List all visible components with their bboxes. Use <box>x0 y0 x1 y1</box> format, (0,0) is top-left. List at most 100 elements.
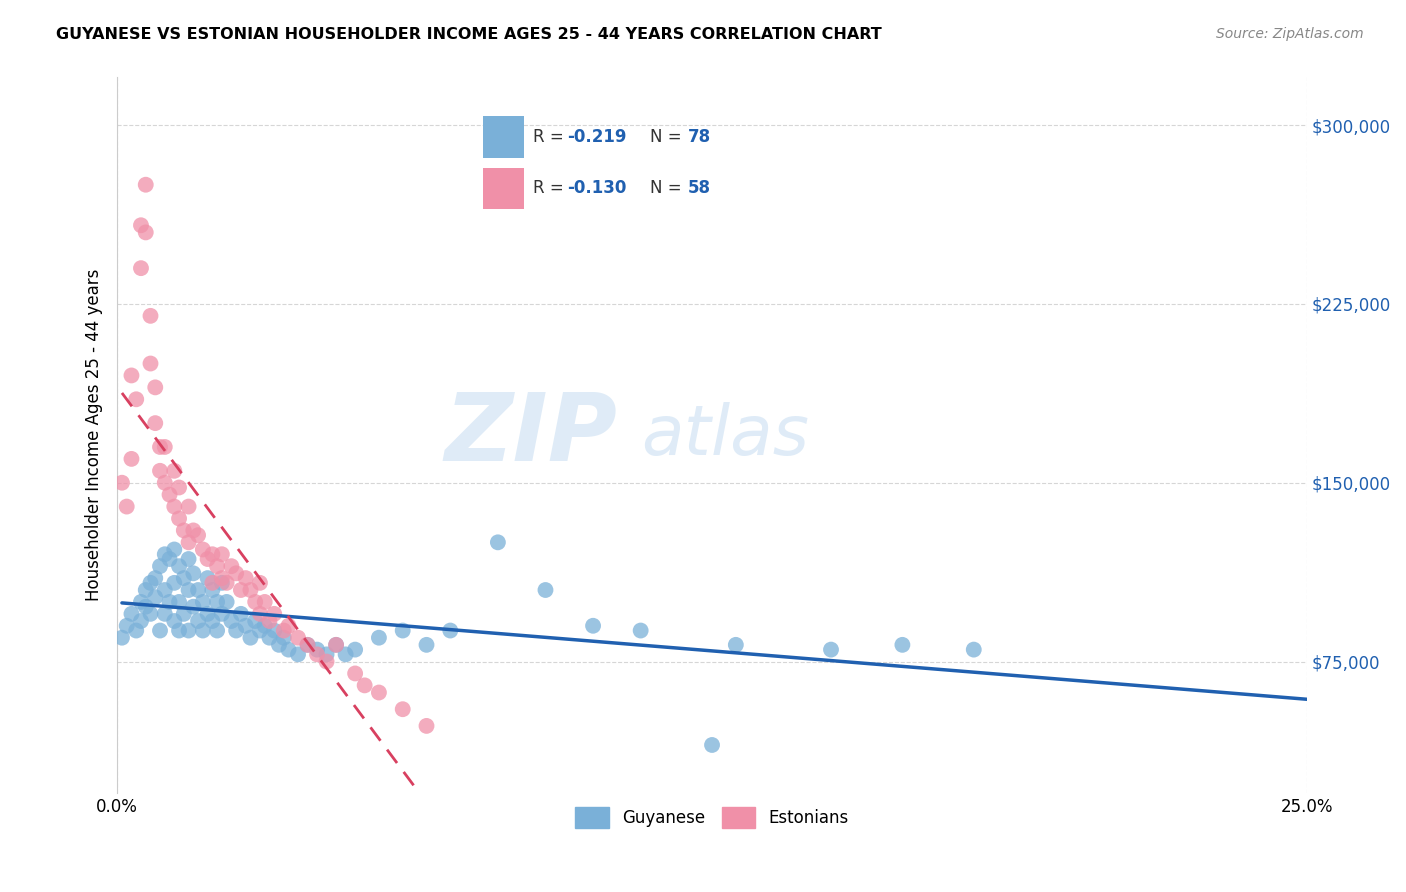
Point <box>239 631 262 645</box>
Point <box>167 624 190 638</box>
Point <box>820 642 842 657</box>
Point <box>197 571 219 585</box>
Point <box>191 595 214 609</box>
Point <box>415 638 437 652</box>
Point <box>153 607 176 621</box>
Point <box>249 575 271 590</box>
Point <box>135 178 157 192</box>
Point <box>135 599 157 614</box>
Point <box>315 648 337 662</box>
Point <box>129 219 152 233</box>
Text: GUYANESE VS ESTONIAN HOUSEHOLDER INCOME AGES 25 - 44 YEARS CORRELATION CHART: GUYANESE VS ESTONIAN HOUSEHOLDER INCOME … <box>56 27 882 42</box>
Point <box>125 624 148 638</box>
Point <box>167 511 190 525</box>
Point <box>143 571 166 585</box>
Point <box>277 619 299 633</box>
Point <box>325 638 347 652</box>
Point <box>221 614 243 628</box>
Point <box>205 624 228 638</box>
Point <box>267 638 290 652</box>
Point <box>191 542 214 557</box>
Point <box>111 631 134 645</box>
Point <box>125 392 148 407</box>
Point <box>344 642 367 657</box>
Point <box>353 678 375 692</box>
Point <box>135 226 157 240</box>
Point <box>191 624 214 638</box>
Point <box>307 648 329 662</box>
Point <box>259 631 281 645</box>
Point <box>159 595 181 609</box>
Point <box>963 642 986 657</box>
Point <box>391 702 413 716</box>
Point <box>183 599 205 614</box>
Point <box>211 575 233 590</box>
Point <box>724 638 747 652</box>
Point <box>297 638 319 652</box>
Point <box>287 648 309 662</box>
Point <box>582 619 605 633</box>
Point <box>891 638 914 652</box>
Point <box>335 648 357 662</box>
Point <box>197 607 219 621</box>
Point <box>183 524 205 538</box>
Text: Source: ZipAtlas.com: Source: ZipAtlas.com <box>1216 27 1364 41</box>
Point <box>153 440 176 454</box>
Point <box>173 607 195 621</box>
Point <box>139 575 162 590</box>
Point <box>221 559 243 574</box>
Point <box>187 528 209 542</box>
Point <box>344 666 367 681</box>
Point <box>167 559 190 574</box>
Point <box>177 582 200 597</box>
Point <box>177 535 200 549</box>
Point <box>153 582 176 597</box>
Point <box>211 547 233 561</box>
Point <box>215 595 238 609</box>
Point <box>391 624 413 638</box>
Point <box>201 575 224 590</box>
Point <box>245 595 267 609</box>
Point <box>159 488 181 502</box>
Point <box>201 614 224 628</box>
Point <box>263 624 285 638</box>
Point <box>307 642 329 657</box>
Point <box>235 619 257 633</box>
Point <box>139 309 162 323</box>
Point <box>486 535 509 549</box>
Point <box>187 614 209 628</box>
Point <box>135 582 157 597</box>
Point <box>249 607 271 621</box>
Point <box>163 542 186 557</box>
Point <box>225 624 247 638</box>
Point <box>153 547 176 561</box>
Point <box>253 619 276 633</box>
Point <box>173 524 195 538</box>
Point <box>129 614 152 628</box>
Point <box>325 638 347 652</box>
Point <box>205 559 228 574</box>
Point <box>235 571 257 585</box>
Point <box>111 475 134 490</box>
Point <box>201 582 224 597</box>
Point <box>215 575 238 590</box>
Point <box>129 261 152 276</box>
Point <box>163 614 186 628</box>
Point <box>163 575 186 590</box>
Point <box>163 464 186 478</box>
Point <box>163 500 186 514</box>
Point <box>139 607 162 621</box>
Point <box>439 624 461 638</box>
Point <box>201 547 224 561</box>
Point <box>149 559 172 574</box>
Point <box>177 500 200 514</box>
Text: ZIP: ZIP <box>444 389 617 481</box>
Point <box>159 552 181 566</box>
Point <box>121 607 143 621</box>
Point <box>211 607 233 621</box>
Y-axis label: Householder Income Ages 25 - 44 years: Householder Income Ages 25 - 44 years <box>86 268 103 601</box>
Point <box>315 655 337 669</box>
Point <box>121 451 143 466</box>
Point <box>167 481 190 495</box>
Point <box>211 571 233 585</box>
